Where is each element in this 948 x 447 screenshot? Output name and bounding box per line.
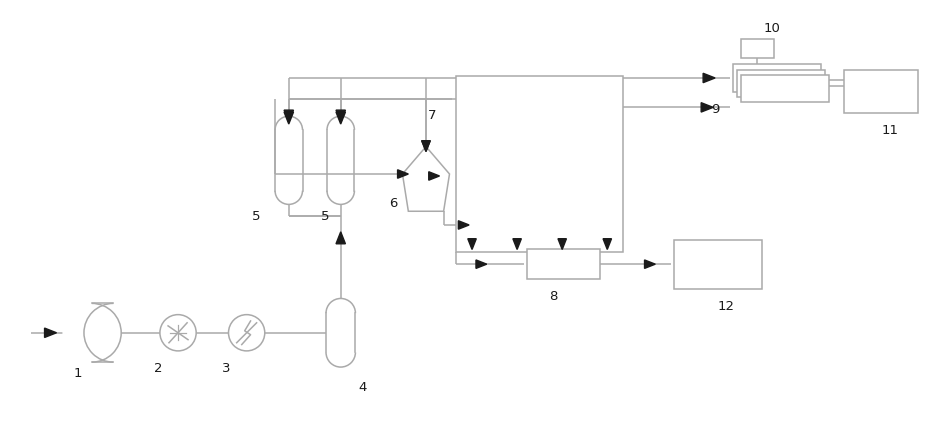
Bar xyxy=(458,133,485,199)
Bar xyxy=(275,130,302,191)
Bar xyxy=(554,225,571,235)
Bar xyxy=(740,75,829,102)
Polygon shape xyxy=(336,112,345,124)
Bar xyxy=(508,225,526,235)
Polygon shape xyxy=(336,110,345,122)
Polygon shape xyxy=(422,141,430,152)
Polygon shape xyxy=(336,232,345,244)
Text: 2: 2 xyxy=(154,362,162,375)
Ellipse shape xyxy=(549,119,576,147)
Ellipse shape xyxy=(275,177,302,204)
Bar xyxy=(503,133,531,199)
Polygon shape xyxy=(513,239,521,249)
Ellipse shape xyxy=(503,186,531,213)
Polygon shape xyxy=(45,328,57,337)
Text: 7: 7 xyxy=(428,109,436,122)
Polygon shape xyxy=(467,239,476,249)
Bar xyxy=(527,249,600,279)
Ellipse shape xyxy=(549,186,576,213)
Polygon shape xyxy=(702,103,713,112)
Bar xyxy=(464,225,481,235)
Ellipse shape xyxy=(327,177,355,204)
Polygon shape xyxy=(284,112,294,124)
Bar xyxy=(456,76,623,253)
Ellipse shape xyxy=(593,186,621,213)
Ellipse shape xyxy=(458,119,485,147)
Text: 1: 1 xyxy=(73,367,82,380)
Bar xyxy=(327,130,355,191)
Bar xyxy=(549,133,576,199)
Text: 10: 10 xyxy=(763,22,780,35)
Polygon shape xyxy=(458,221,469,229)
Bar xyxy=(737,70,825,97)
Bar xyxy=(598,225,616,235)
Ellipse shape xyxy=(63,304,121,362)
Polygon shape xyxy=(476,260,486,268)
Text: 6: 6 xyxy=(389,197,397,210)
Text: 5: 5 xyxy=(321,210,330,223)
Circle shape xyxy=(160,315,196,351)
Ellipse shape xyxy=(327,116,355,143)
Polygon shape xyxy=(603,239,611,249)
Ellipse shape xyxy=(275,116,302,143)
Text: 4: 4 xyxy=(358,381,367,394)
Ellipse shape xyxy=(326,299,356,328)
Text: 12: 12 xyxy=(718,300,735,313)
Bar xyxy=(845,70,918,113)
Polygon shape xyxy=(428,172,440,180)
Bar xyxy=(593,133,621,199)
Text: 3: 3 xyxy=(222,362,230,375)
Text: 11: 11 xyxy=(882,124,898,137)
Ellipse shape xyxy=(84,304,143,362)
Circle shape xyxy=(228,315,264,351)
Ellipse shape xyxy=(326,337,356,367)
Polygon shape xyxy=(397,170,409,178)
Text: 5: 5 xyxy=(251,210,260,223)
Bar xyxy=(740,39,774,59)
Ellipse shape xyxy=(503,119,531,147)
Polygon shape xyxy=(703,73,715,83)
Text: 9: 9 xyxy=(711,103,720,116)
Ellipse shape xyxy=(458,186,485,213)
Polygon shape xyxy=(403,147,449,211)
Bar xyxy=(92,304,114,362)
Bar xyxy=(674,240,762,289)
Bar xyxy=(733,64,821,92)
Text: 8: 8 xyxy=(549,290,557,303)
Polygon shape xyxy=(645,260,655,268)
Polygon shape xyxy=(284,110,294,122)
Ellipse shape xyxy=(593,119,621,147)
Polygon shape xyxy=(558,239,567,249)
Bar xyxy=(326,313,356,352)
Polygon shape xyxy=(422,141,430,152)
